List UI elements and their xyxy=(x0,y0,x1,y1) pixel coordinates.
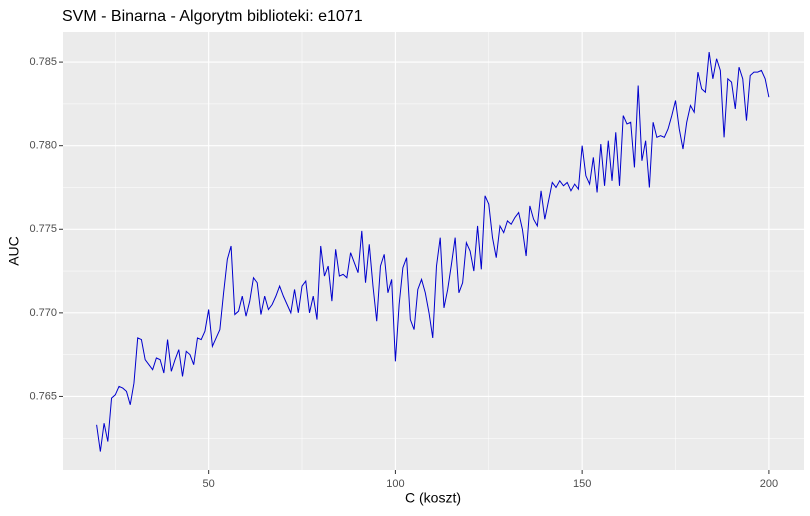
x-axis-title: C (koszt) xyxy=(405,490,461,506)
x-tick-label: 100 xyxy=(386,478,404,490)
x-tick-label: 200 xyxy=(760,478,778,490)
x-tick-label: 150 xyxy=(573,478,591,490)
x-tick-label: 50 xyxy=(203,478,215,490)
y-tick-label: 0.780 xyxy=(29,140,57,152)
y-tick-label: 0.770 xyxy=(29,307,57,319)
y-tick-label: 0.785 xyxy=(29,56,57,68)
panel xyxy=(63,32,804,470)
y-tick-label: 0.765 xyxy=(29,390,57,402)
y-axis-title: AUC xyxy=(6,236,22,266)
y-tick-label: 0.775 xyxy=(29,223,57,235)
chart-title: SVM - Binarna - Algorytm biblioteki: e10… xyxy=(62,8,363,25)
data-line xyxy=(96,51,770,452)
